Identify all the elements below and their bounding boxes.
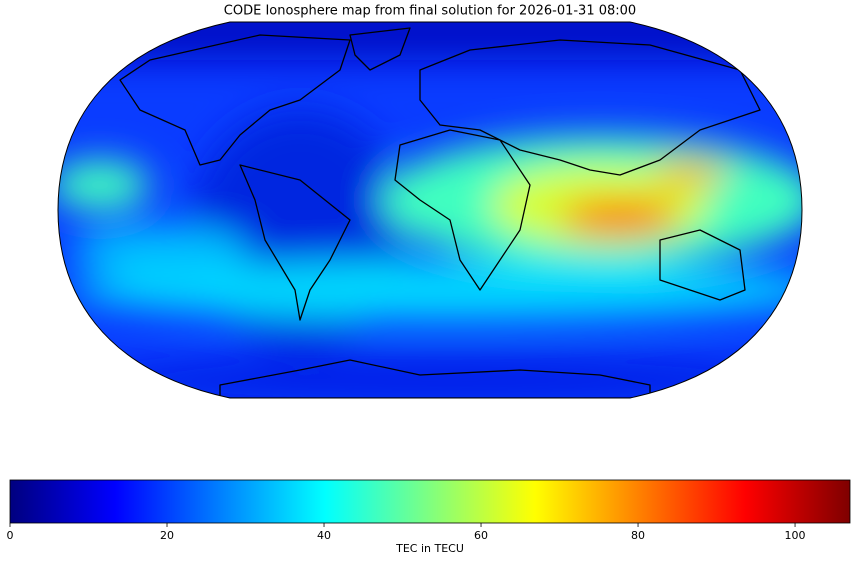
colorbar: [9, 479, 851, 524]
colorbar-tick-label: 40: [317, 529, 331, 542]
colorbar-tick-label: 80: [631, 529, 645, 542]
colorbar-tick-label: 100: [785, 529, 806, 542]
colorbar-tick-label: 20: [160, 529, 174, 542]
map-frame: [57, 21, 803, 399]
colorbar-tick-label: 0: [7, 529, 14, 542]
colorbar-label: TEC in TECU: [395, 542, 464, 555]
coastlines: [119, 27, 761, 398]
map-title: CODE Ionosphere map from final solution …: [224, 4, 636, 19]
colorbar-tick-label: 60: [474, 529, 488, 542]
tec-map: [58, 22, 802, 398]
